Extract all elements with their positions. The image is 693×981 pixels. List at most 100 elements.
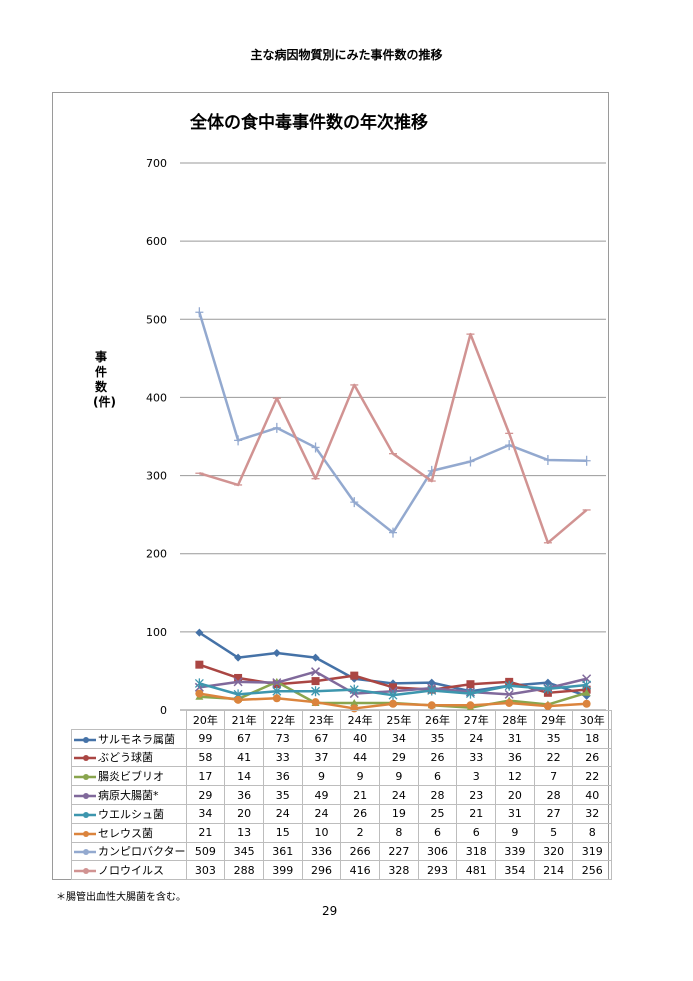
data-label: 49 xyxy=(301,785,342,805)
data-point xyxy=(427,678,436,687)
data-label: 306 xyxy=(417,841,458,862)
data-point xyxy=(195,689,204,698)
legend-entry: カンピロバクター xyxy=(71,841,187,862)
table-row: 病原大腸菌* 29 36 35 49 21 24 28 23 20 28 40 xyxy=(71,785,613,805)
data-point xyxy=(311,667,321,677)
data-label: 3 xyxy=(456,766,497,787)
x-tick-label: 25年 xyxy=(379,710,419,730)
data-label: 24 xyxy=(301,803,342,824)
data-label: 24 xyxy=(379,785,419,805)
data-label: 73 xyxy=(262,728,303,749)
data-label: 36 xyxy=(224,785,264,805)
data-point xyxy=(504,689,514,699)
table-row: ノロウイルス 303 288 399 296 416 328 293 481 354 214 256 xyxy=(71,860,613,881)
data-label: 36 xyxy=(495,747,535,768)
x-tick-label: 26年 xyxy=(417,710,458,730)
legend-key-icon xyxy=(74,868,96,875)
data-label: 33 xyxy=(456,747,497,768)
data-label: 99 xyxy=(185,728,226,749)
table-row: 腸炎ビブリオ 17 14 36 9 9 9 6 3 12 7 22 xyxy=(71,766,613,787)
data-point xyxy=(388,690,398,701)
data-point xyxy=(504,680,514,691)
legend-entry: セレウス菌 xyxy=(71,822,187,843)
data-point xyxy=(349,684,359,695)
data-point xyxy=(195,307,204,318)
data-point xyxy=(389,683,397,692)
data-label: 32 xyxy=(572,803,613,824)
data-point xyxy=(466,456,475,467)
data-label: 36 xyxy=(262,766,303,787)
data-label: 336 xyxy=(301,841,342,862)
data-label: 328 xyxy=(379,860,419,881)
data-label: 339 xyxy=(495,841,535,862)
data-label: 58 xyxy=(185,747,226,768)
legend-label: カンピロバクター xyxy=(98,845,186,859)
chart-title: 全体の食中毒事件数の年次推移 xyxy=(190,113,428,133)
data-point xyxy=(272,422,281,433)
data-point xyxy=(234,653,243,662)
data-point xyxy=(195,660,204,669)
footnote: ＊腸管出血性大腸菌を含む。 xyxy=(56,892,186,903)
data-label: 320 xyxy=(533,841,574,862)
data-label: 9 xyxy=(301,766,342,787)
data-label: 256 xyxy=(572,860,613,881)
legend-key-icon xyxy=(74,736,96,743)
data-point xyxy=(195,628,204,637)
data-label: 40 xyxy=(572,785,613,805)
data-point xyxy=(427,701,436,710)
legend-key-icon xyxy=(74,849,96,856)
data-label: 20 xyxy=(224,803,264,824)
data-label: 227 xyxy=(379,841,419,862)
data-point xyxy=(311,686,321,697)
table-row: セレウス菌 21 13 15 10 2 8 6 6 9 5 8 xyxy=(71,822,613,843)
data-label: 8 xyxy=(379,822,419,843)
data-label: 9 xyxy=(340,766,380,787)
data-label: 35 xyxy=(417,728,458,749)
data-label: 354 xyxy=(495,860,535,881)
data-point xyxy=(350,698,359,706)
data-label: 24 xyxy=(456,728,497,749)
data-point xyxy=(582,455,591,466)
x-tick-label: 28年 xyxy=(495,710,535,730)
data-label: 15 xyxy=(262,822,303,843)
x-tick-label: 21年 xyxy=(224,710,264,730)
data-label: 6 xyxy=(417,766,458,787)
data-label: 25 xyxy=(417,803,458,824)
data-label: 24 xyxy=(262,803,303,824)
legend-label: 病原大腸菌* xyxy=(98,789,159,803)
x-tick-label: 24年 xyxy=(340,710,380,730)
data-label: 26 xyxy=(417,747,458,768)
legend-label: ノロウイルス xyxy=(98,864,164,878)
data-table: 20年 21年 22年 23年 24年 25年 26年 27年 28年 29年 30年 サルモネラ属菌… xyxy=(71,710,613,881)
y-tick-label: 600 xyxy=(146,235,167,248)
data-point xyxy=(427,685,437,696)
data-label: 361 xyxy=(262,841,303,862)
data-point xyxy=(543,683,553,694)
legend-entry: 病原大腸菌* xyxy=(71,785,187,805)
data-label: 35 xyxy=(533,728,574,749)
data-label: 481 xyxy=(456,860,497,881)
legend-key-icon xyxy=(74,774,96,781)
data-label: 13 xyxy=(224,822,264,843)
data-label: 8 xyxy=(572,822,613,843)
data-label: 2 xyxy=(340,822,380,843)
data-point xyxy=(272,678,282,688)
data-point xyxy=(272,694,281,703)
data-point xyxy=(466,680,475,689)
data-point xyxy=(311,698,320,707)
data-label: 33 xyxy=(262,747,303,768)
page-number: 29 xyxy=(322,904,338,918)
legend-key-icon xyxy=(74,793,96,800)
legend-key-icon xyxy=(74,830,96,837)
data-point xyxy=(194,678,204,689)
data-point xyxy=(311,677,320,686)
data-label: 34 xyxy=(379,728,419,749)
table-row: カンピロバクター 509 345 361 336 266 227 306 318 339 320 31… xyxy=(71,841,613,862)
data-point xyxy=(311,653,320,662)
data-label: 22 xyxy=(533,747,574,768)
data-point xyxy=(466,701,475,710)
legend-entry: ウエルシュ菌 xyxy=(71,803,187,824)
data-label: 28 xyxy=(533,785,574,805)
legend-entry: ノロウイルス xyxy=(71,860,187,881)
data-point xyxy=(543,678,552,687)
